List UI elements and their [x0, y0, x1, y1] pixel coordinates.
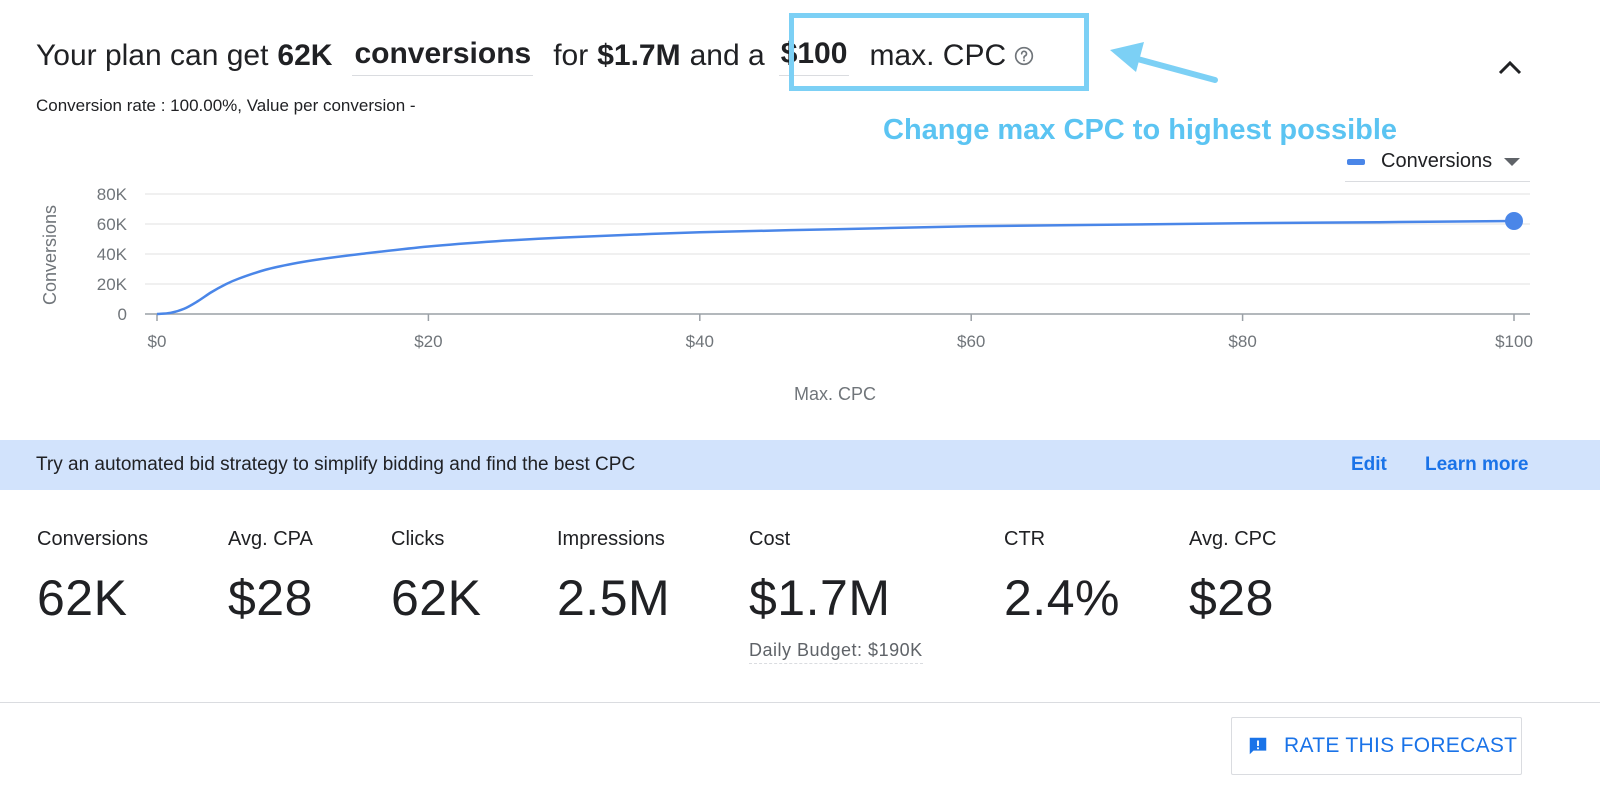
stat-value: 2.4% — [1004, 570, 1120, 626]
y-tick-label: 60K — [97, 215, 128, 234]
chevron-up-icon[interactable] — [1496, 55, 1524, 79]
stat-label: Cost — [749, 528, 791, 550]
x-tick-label: $40 — [686, 332, 714, 351]
selected-point — [1505, 212, 1523, 230]
conversion-rate-text: Conversion rate : 100.00%, Value per con… — [36, 96, 416, 115]
stat-value: $1.7M — [749, 570, 891, 626]
rate-forecast-button[interactable]: RATE THIS FORECAST — [1231, 717, 1522, 775]
stat-value: $28 — [228, 570, 313, 626]
stat-avg-cpc: Avg. CPC $28 — [1189, 528, 1276, 627]
stat-clicks: Clicks 62K — [391, 528, 481, 627]
y-tick-label: 0 — [118, 305, 127, 324]
stat-value: 62K — [391, 570, 482, 626]
y-tick-label: 80K — [97, 185, 128, 204]
series-line-conversions — [156, 219, 1515, 316]
bid-strategy-banner: Try an automated bid strategy to simplif… — [0, 440, 1600, 490]
stat-avg-cpa: Avg. CPA $28 — [228, 528, 313, 627]
x-tick-label: $60 — [957, 332, 985, 351]
stat-label: Avg. CPC — [1189, 528, 1277, 550]
stat-conversions: Conversions 62K — [37, 528, 148, 627]
learn-more-link[interactable]: Learn more — [1425, 454, 1529, 475]
stat-label: Avg. CPA — [228, 528, 313, 550]
headline-for: for — [553, 39, 589, 72]
headline-cost-value: $1.7M — [597, 39, 681, 72]
stat-label: Clicks — [391, 528, 445, 550]
x-tick-label: $0 — [148, 332, 167, 351]
stat-value: 2.5M — [557, 570, 671, 626]
headline-and-a: and a — [689, 39, 765, 72]
stat-label: CTR — [1004, 528, 1046, 550]
y-axis-title: Conversions — [40, 205, 60, 305]
headline-prefix: Your plan can get — [36, 39, 269, 72]
x-axis-title: Max. CPC — [794, 384, 876, 404]
edit-link[interactable]: Edit — [1351, 454, 1387, 475]
metric-selector[interactable]: conversions — [352, 37, 534, 76]
headline-conversions-value: 62K — [277, 39, 333, 72]
x-tick-label: $20 — [414, 332, 442, 351]
help-icon[interactable] — [1014, 46, 1034, 66]
legend-label: Conversions — [1381, 150, 1493, 172]
headline-max-cpc-label: max. CPC — [869, 39, 1007, 72]
stat-value: 62K — [37, 570, 128, 626]
stat-impressions: Impressions 2.5M — [557, 528, 670, 627]
stat-label: Impressions — [557, 528, 665, 550]
caret-down-icon — [1504, 157, 1521, 166]
feedback-icon — [1249, 737, 1267, 755]
stat-cost: Cost $1.7M — [749, 528, 890, 627]
stat-ctr: CTR 2.4% — [1004, 528, 1120, 627]
banner-text: Try an automated bid strategy to simplif… — [36, 454, 636, 475]
stat-label: Conversions — [37, 528, 149, 550]
x-tick-label: $100 — [1495, 332, 1533, 351]
divider — [0, 702, 1600, 703]
max-cpc-highlight-box — [789, 13, 1089, 91]
annotation-arrow-icon — [1110, 42, 1218, 83]
annotation-text: Change max CPC to highest possible — [883, 114, 1398, 146]
y-tick-label: 20K — [97, 275, 128, 294]
conversions-chart: 0 20K 40K 60K 80K $0 $20 $40 $60 $80 $100 Max. CPC C… — [40, 185, 1533, 404]
forecast-headline: Your plan can get 62K conversions for $1… — [36, 32, 1034, 80]
x-tick-label: $80 — [1228, 332, 1256, 351]
rate-forecast-label: RATE THIS FORECAST — [1284, 734, 1518, 757]
legend-swatch — [1347, 158, 1365, 165]
y-tick-label: 40K — [97, 245, 128, 264]
daily-budget-text[interactable]: Daily Budget: $190K — [749, 640, 923, 664]
stat-value: $28 — [1189, 570, 1274, 626]
series-selector[interactable]: Conversions — [1345, 142, 1530, 182]
